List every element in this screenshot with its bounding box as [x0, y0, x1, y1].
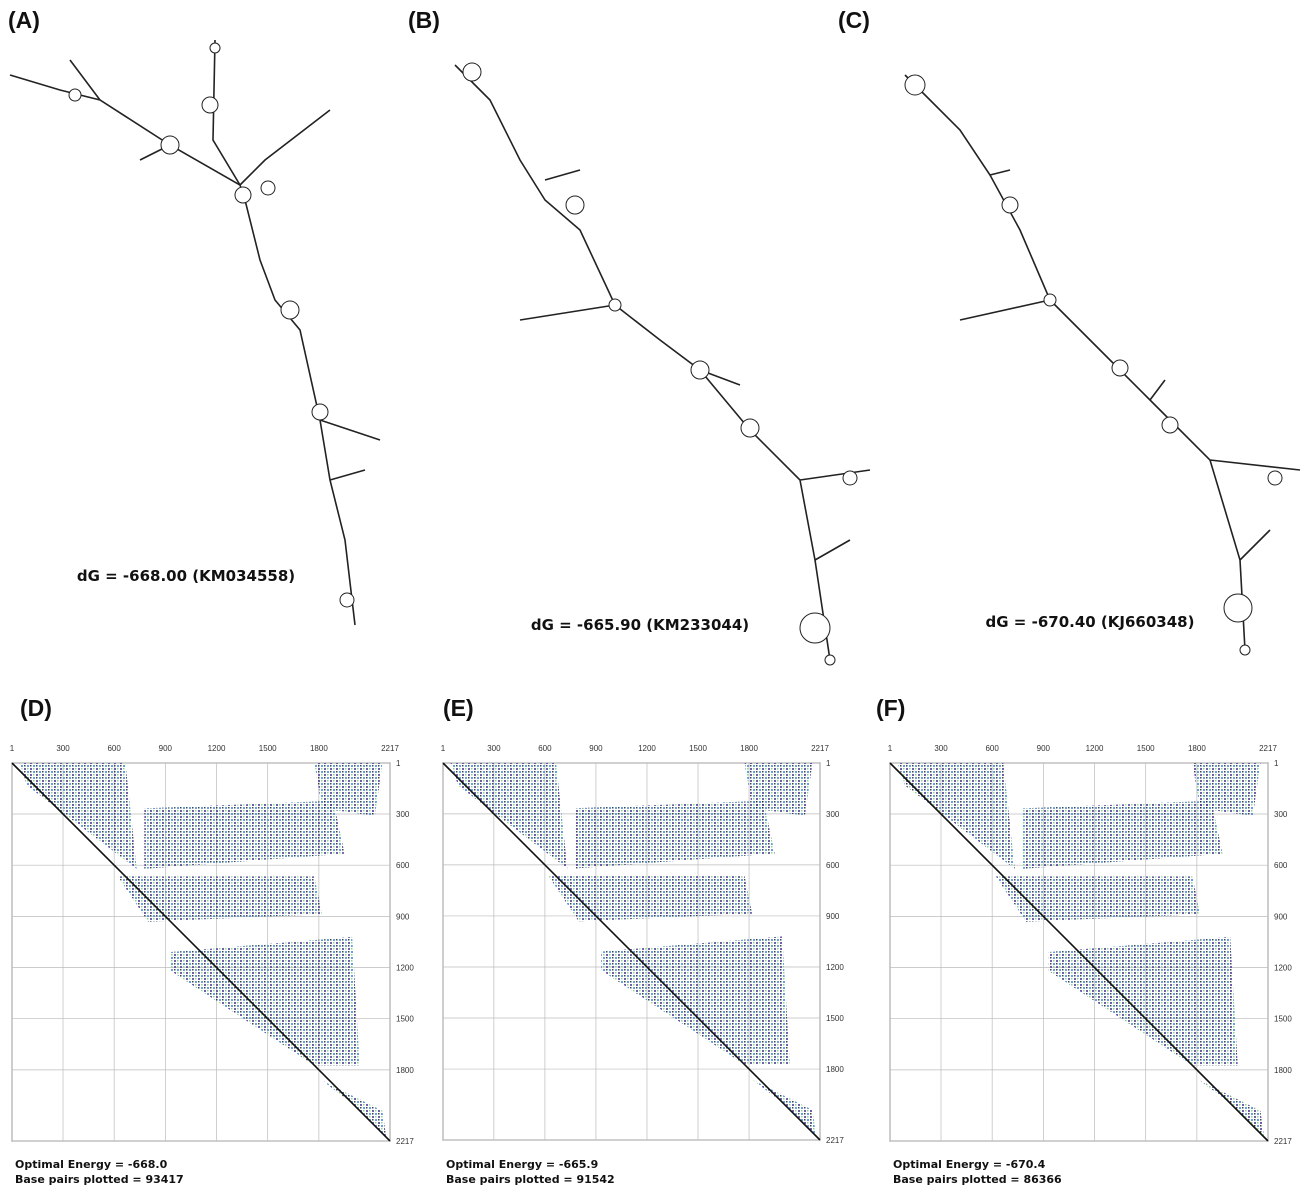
panel-label: (D): [20, 695, 52, 721]
x-tick-label: 900: [589, 744, 603, 753]
caption: dG = -670.40 (KJ660348): [986, 613, 1195, 631]
dot-cluster: [450, 763, 568, 869]
x-tick-label: 1500: [689, 744, 707, 753]
y-tick-label: 1500: [1274, 1015, 1292, 1024]
panel-label: (A): [8, 7, 40, 33]
rna-structure: [9, 39, 381, 626]
y-tick-label: 1200: [1274, 964, 1292, 973]
y-tick-label: 600: [396, 861, 410, 870]
dot-plot-panel: (F) 1 1 300 300 600 600 900 900 1200 1200 1500 1500 1…: [876, 695, 1292, 1186]
panel-label: (E): [443, 695, 474, 721]
diagonal: [442, 762, 821, 1141]
x-tick-label: 2217: [811, 744, 829, 753]
y-tick-label: 900: [1274, 912, 1288, 921]
energy-note: Optimal Energy = -670.4: [893, 1158, 1046, 1171]
y-tick-label: 1800: [396, 1066, 414, 1075]
dot-cluster: [117, 876, 322, 922]
y-tick-label: 1200: [396, 964, 414, 973]
energy-note: Optimal Energy = -668.0: [15, 1158, 168, 1171]
dot-cluster: [897, 763, 1015, 869]
y-tick-label: 300: [1274, 810, 1288, 819]
dot-cluster: [321, 1080, 387, 1138]
x-tick-label: 900: [159, 744, 173, 753]
base-pairs-note: Base pairs plotted = 91542: [446, 1173, 615, 1186]
rna-structure: [454, 62, 871, 666]
x-tick-label: 1200: [638, 744, 656, 753]
y-tick-label: 1: [826, 759, 831, 768]
y-tick-label: 1: [1274, 759, 1279, 768]
panel-label: (C): [838, 7, 870, 33]
dot-cluster: [744, 763, 813, 816]
dot-cluster: [314, 763, 383, 816]
y-tick-label: 900: [826, 912, 840, 921]
y-tick-label: 600: [1274, 861, 1288, 870]
x-tick-label: 300: [934, 744, 948, 753]
x-tick-label: 900: [1037, 744, 1051, 753]
x-tick-label: 600: [538, 744, 552, 753]
base-pairs-note: Base pairs plotted = 86366: [893, 1173, 1062, 1186]
dot-cluster: [752, 1079, 817, 1137]
x-tick-label: 1: [441, 744, 446, 753]
panel-label: (B): [408, 7, 440, 33]
y-tick-label: 300: [826, 810, 840, 819]
y-tick-label: 1800: [826, 1065, 844, 1074]
x-tick-label: 1800: [310, 744, 328, 753]
caption: dG = -668.00 (KM034558): [77, 567, 295, 585]
panel-label: (F): [876, 695, 905, 721]
y-tick-label: 1800: [1274, 1066, 1292, 1075]
y-tick-label: 2217: [826, 1136, 844, 1145]
y-tick-label: 1: [396, 759, 401, 768]
x-tick-label: 2217: [1259, 744, 1277, 753]
dot-plot-panel: (D) 1 1 300 300 600 600 900 900 1200 1200 1500 1500 1…: [10, 695, 415, 1186]
rna-structure: [904, 74, 1301, 656]
x-tick-label: 1500: [259, 744, 277, 753]
dot-cluster: [574, 800, 775, 869]
y-tick-label: 1500: [396, 1015, 414, 1024]
y-tick-label: 900: [396, 912, 410, 921]
x-tick-label: 1800: [740, 744, 758, 753]
dot-cluster: [1192, 763, 1261, 816]
dot-cluster: [1022, 800, 1223, 869]
dot-cluster: [548, 876, 753, 922]
x-tick-label: 1: [888, 744, 893, 753]
energy-note: Optimal Energy = -665.9: [446, 1158, 598, 1171]
x-tick-label: 1200: [1086, 744, 1104, 753]
x-tick-label: 1200: [208, 744, 226, 753]
diagonal: [889, 762, 1269, 1142]
x-tick-label: 600: [107, 744, 121, 753]
y-tick-label: 2217: [396, 1137, 414, 1146]
dot-cluster: [1199, 1080, 1265, 1138]
dot-plot-panel: (E) 1 1 300 300 600 600 900 900 1200 1200 1500 1500 1…: [441, 695, 845, 1186]
y-tick-label: 300: [396, 810, 410, 819]
x-tick-label: 600: [985, 744, 999, 753]
x-tick-label: 300: [487, 744, 501, 753]
x-tick-label: 1500: [1137, 744, 1155, 753]
diagonal: [11, 762, 391, 1142]
y-tick-label: 1500: [826, 1014, 844, 1023]
y-tick-label: 2217: [1274, 1137, 1292, 1146]
dot-cluster: [19, 763, 137, 869]
x-tick-label: 2217: [381, 744, 399, 753]
y-tick-label: 600: [826, 861, 840, 870]
base-pairs-note: Base pairs plotted = 93417: [15, 1173, 184, 1186]
dot-cluster: [144, 800, 345, 869]
x-tick-label: 1: [10, 744, 15, 753]
dot-cluster: [995, 876, 1200, 922]
x-tick-label: 300: [56, 744, 70, 753]
y-tick-label: 1200: [826, 963, 844, 972]
x-tick-label: 1800: [1188, 744, 1206, 753]
caption: dG = -665.90 (KM233044): [531, 616, 749, 634]
